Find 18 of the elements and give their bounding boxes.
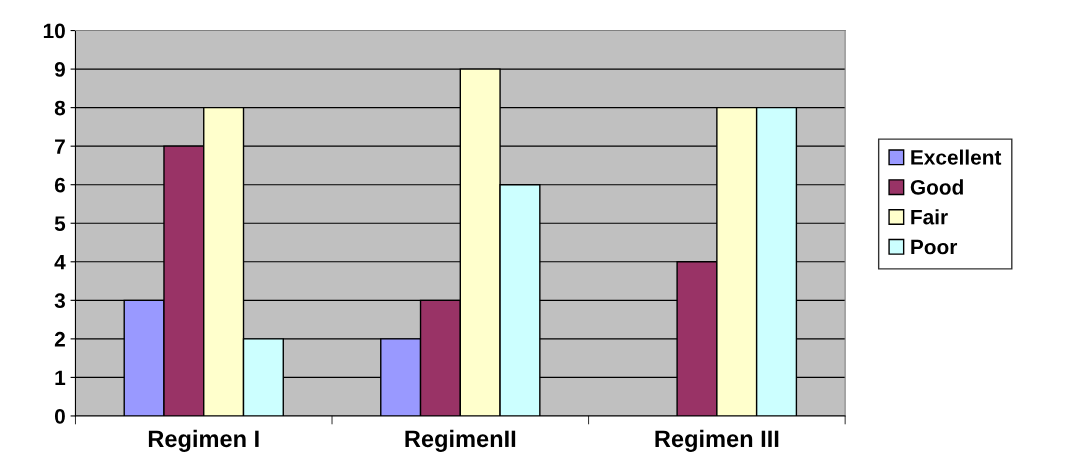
x-tick-label: Regimen I [148,429,259,452]
y-tick-label: 7 [55,139,65,154]
y-tick-label: 10 [43,23,65,39]
y-tick-label: 9 [54,62,65,77]
x-tick-label: RegimenII [405,429,516,452]
y-tick-label: 0 [54,408,65,424]
legend-label: Poor [911,239,958,255]
x-tick-label: Regimen III [655,429,779,452]
y-tick-label: 1 [55,370,66,385]
y-tick-label: 4 [54,255,66,270]
y-tick-label: 5 [54,216,66,231]
y-tick-label: 8 [54,100,66,116]
legend-label: Excellent [911,149,1002,165]
legend-label: Fair [911,209,948,225]
legend-label: Good [910,179,963,195]
y-tick-label: 2 [54,331,65,347]
y-tick-label: 6 [54,177,65,193]
y-tick-label: 3 [54,293,65,309]
